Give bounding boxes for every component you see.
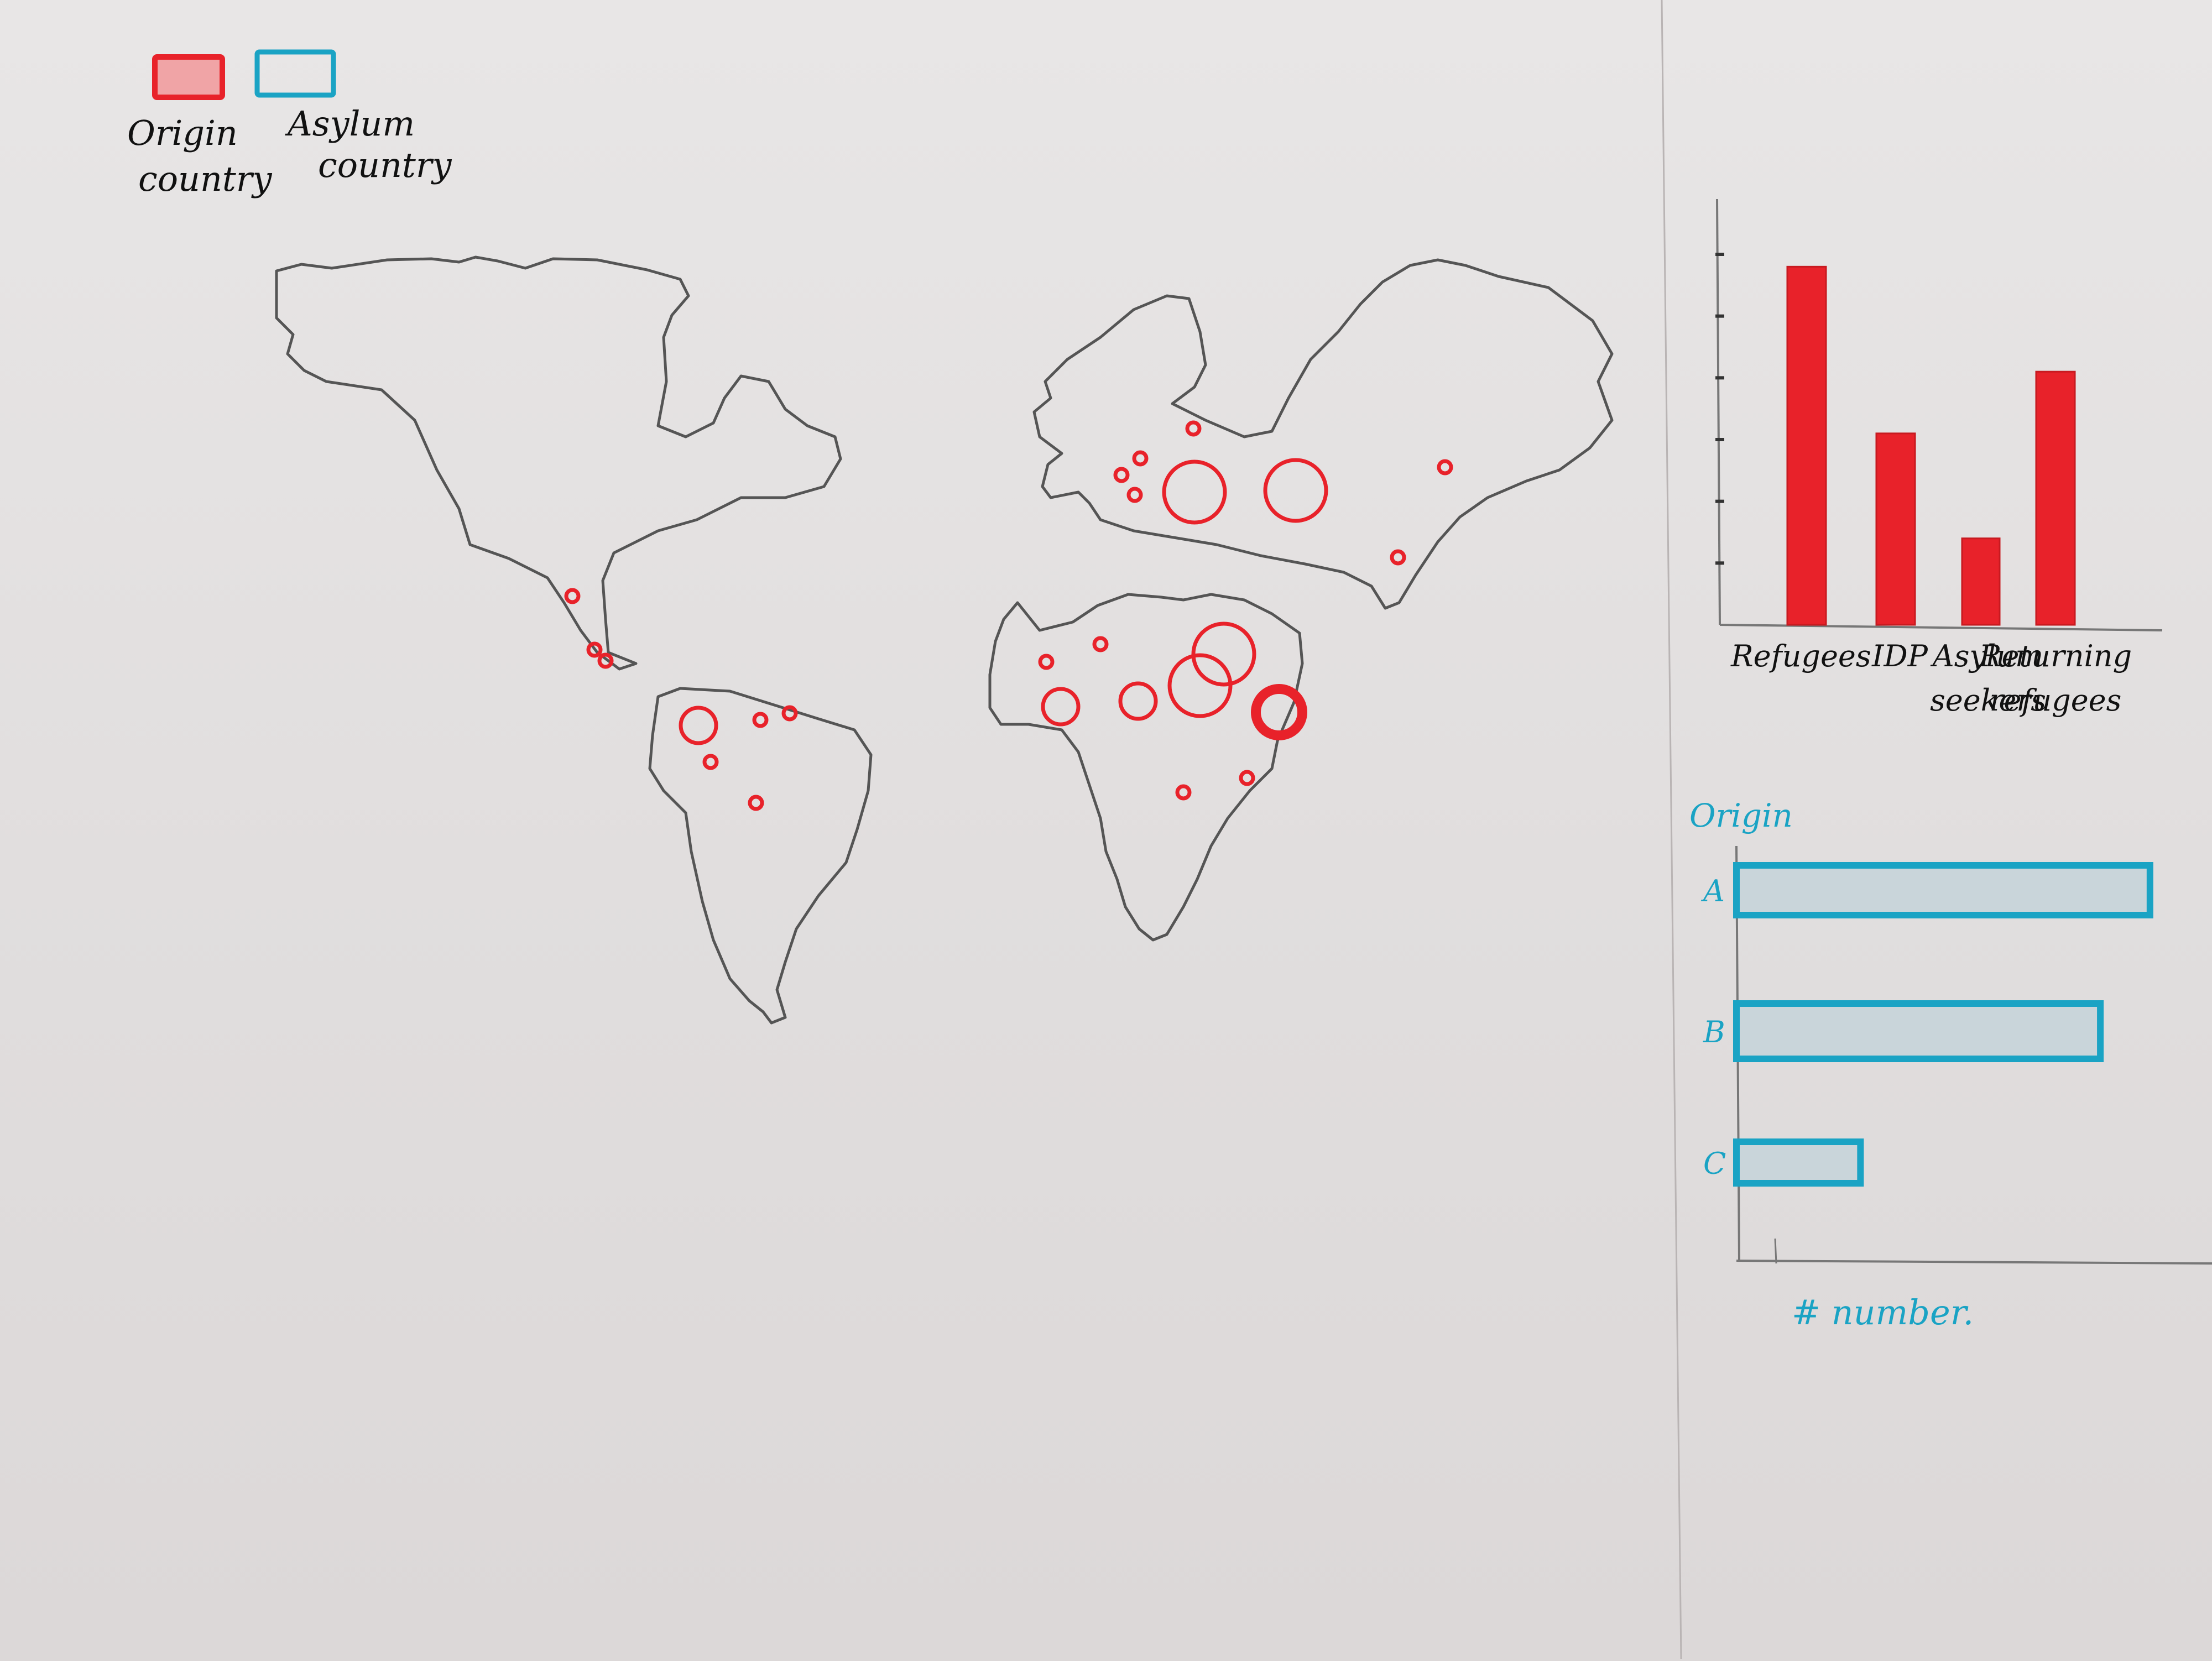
origin-bar-chart: Origin A B C # number. (1689, 797, 2212, 1333)
map-marker-europe[interactable] (1132, 450, 1149, 467)
hbar-y-title: Origin (1689, 797, 1793, 834)
vbar-category-label: refugees (1990, 683, 2122, 718)
map-marker-north-america[interactable] (586, 641, 603, 658)
map-marker-south-america[interactable] (748, 795, 764, 811)
map-marker-south-america[interactable] (781, 705, 798, 722)
map-marker-africa[interactable] (1118, 681, 1158, 721)
map-marker-south-america[interactable] (702, 754, 719, 770)
vbar-bar[interactable] (2035, 370, 2076, 626)
continent-eurasia (1032, 258, 1614, 610)
vbar-category-label: Refugees (1730, 639, 1871, 673)
hbar-category-label: B (1703, 1015, 1725, 1049)
map-marker-europe[interactable] (1113, 467, 1130, 483)
vbar-x-axis (1719, 624, 2163, 631)
world-map (275, 255, 1614, 1025)
map-marker-south-america[interactable] (679, 706, 718, 745)
hbar-x-tick (1774, 1238, 1777, 1264)
legend-origin-label-2: country (138, 159, 272, 199)
map-marker-africa[interactable] (1092, 636, 1109, 652)
category-bar-chart: Refugees IDP Asylum seekers Returning refugee… (1715, 199, 2163, 718)
hbar-bar[interactable] (1733, 862, 2153, 918)
map-marker-asia[interactable] (1437, 459, 1453, 476)
map-marker-europe[interactable] (1185, 420, 1202, 437)
legend-asylum-label: Asylum (285, 103, 415, 144)
vbar-bar[interactable] (1786, 265, 1827, 626)
vbar-y-axis (1716, 199, 1721, 625)
vbar-category-label: seekers (1930, 683, 2046, 718)
continent-africa (988, 593, 1304, 942)
map-marker-africa[interactable] (1175, 784, 1192, 801)
continent-north-america (275, 255, 842, 671)
map-marker-asia[interactable] (1263, 458, 1328, 523)
hbar-x-axis (1736, 1260, 2212, 1265)
legend: Origin country Asylum country (127, 49, 452, 199)
vbar-category-label: IDP (1871, 639, 1929, 673)
map-marker-africa[interactable] (1251, 684, 1307, 740)
vbar-bar[interactable] (1875, 432, 1916, 626)
hbar-bar[interactable] (1733, 1000, 2104, 1062)
vbar-category-label: Asylum (1930, 639, 2043, 673)
map-marker-south-america[interactable] (752, 712, 769, 728)
hbar-category-label: A (1700, 874, 1725, 908)
map-marker-north-america[interactable] (597, 652, 614, 669)
legend-origin-swatch (152, 54, 225, 100)
legend-origin-label: Origin (127, 113, 238, 153)
vbar-bar[interactable] (1961, 537, 2001, 626)
map-marker-europe[interactable] (1126, 487, 1143, 503)
map-marker-africa[interactable] (1038, 654, 1055, 670)
map-marker-africa[interactable] (1191, 621, 1256, 687)
map-marker-africa[interactable] (1041, 687, 1081, 727)
page-divider (1661, 0, 1682, 1659)
map-markers (564, 420, 1453, 811)
map-marker-asia[interactable] (1390, 549, 1406, 566)
map-marker-africa[interactable] (1239, 770, 1255, 786)
continent-south-america (648, 687, 873, 1025)
map-marker-north-america[interactable] (564, 588, 581, 604)
hbar-category-label: C (1703, 1146, 1726, 1181)
vbar-category-label: Returning (1979, 639, 2132, 673)
legend-asylum-swatch (254, 49, 336, 98)
hbar-bar[interactable] (1733, 1138, 1864, 1187)
map-marker-europe[interactable] (1162, 459, 1227, 525)
legend-asylum-label-2: country (318, 145, 452, 185)
hbar-x-title: # number. (1792, 1292, 1974, 1333)
